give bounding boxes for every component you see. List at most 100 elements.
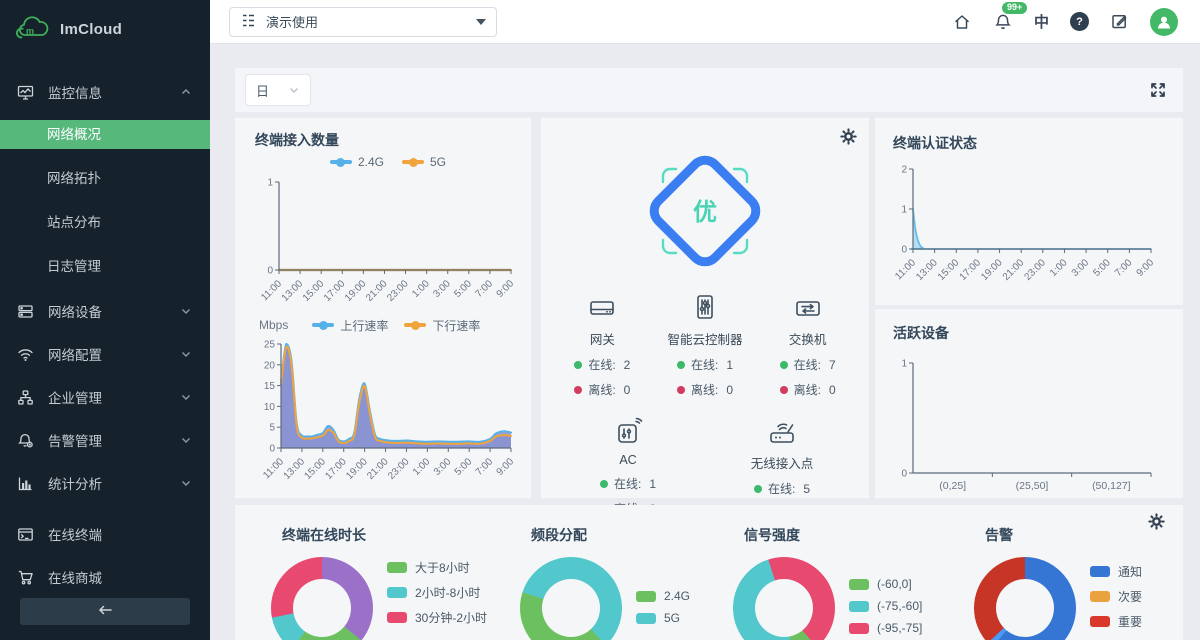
device-status-row-1: 网关 在线: 2 离线: 0 智能云控制器 在线: 1 离线: 0 (551, 288, 859, 398)
chevron-down-icon (180, 391, 192, 403)
sidebar-item-log-management[interactable]: 日志管理 (0, 252, 210, 281)
svg-text:17:00: 17:00 (323, 456, 349, 482)
collapse-arrow-icon (97, 604, 113, 619)
monitor-icon (16, 83, 34, 101)
chevron-down-icon (180, 348, 192, 360)
sidebar-item-network-topology[interactable]: 网络拓扑 (0, 164, 210, 193)
sidebar-item-online-terminals[interactable]: 在线终端 (0, 521, 210, 547)
svg-text:1:00: 1:00 (410, 278, 432, 300)
svg-text:1: 1 (267, 178, 273, 189)
svg-text:(50,127]: (50,127] (1092, 480, 1131, 492)
active-devices-panel: 活跃设备 (0,25] (25,50] (50,127] 0 1 (875, 309, 1183, 498)
offline-dot (779, 385, 788, 394)
sidebar-item-site-distribution[interactable]: 站点分布 (0, 208, 210, 237)
sidebar-item-label: 网络配置 (48, 348, 102, 363)
legend-item: 2.4G (329, 155, 384, 169)
legend-item: (-75,-60] (849, 599, 922, 613)
donut-title: 信号强度 (744, 527, 800, 543)
series-marker (312, 320, 335, 330)
legend-item: (-60,0] (849, 577, 922, 591)
svg-text:19:00: 19:00 (343, 278, 369, 304)
donut-title: 终端在线时长 (282, 527, 366, 543)
sidebar-item-enterprise-management[interactable]: 企业管理 (0, 384, 210, 410)
legend-item: 30分钟-2小时 (387, 609, 487, 626)
terminal-access-panel: 终端接入数量 2.4G 5G 11:00 13:00 15:00 17:00 19:00… (235, 118, 531, 498)
alarm-bell-icon (16, 431, 34, 449)
sidebar-item-statistics[interactable]: 统计分析 (0, 470, 210, 496)
svg-text:17:00: 17:00 (322, 278, 348, 304)
svg-text:21:00: 21:00 (364, 278, 390, 304)
sidebar-item-online-store[interactable]: 在线商城 (0, 564, 210, 590)
sidebar-subitem-label: 网络拓扑 (47, 171, 101, 186)
auth-status-panel: 终端认证状态 11:00 13:00 15:00 17:00 19:00 21:00 23:… (875, 118, 1183, 305)
sidebar-item-monitor-info[interactable]: 监控信息 (0, 79, 210, 105)
health-grade-text: 优 (693, 198, 717, 226)
chevron-down-icon (180, 434, 192, 446)
settings-gear-icon[interactable] (840, 128, 857, 145)
statistics-donuts-panel: 终端在线时长 大于8小时 2小时-8小时 30分钟-2小时 频段分配 2.4G … (235, 505, 1183, 640)
org-selector-dropdown[interactable]: 演示使用 (229, 6, 497, 37)
sidebar-item-alarm-management[interactable]: 告警管理 (0, 427, 210, 453)
svg-text:13:00: 13:00 (914, 257, 940, 283)
legend-item: (-95,-75] (849, 621, 922, 635)
svg-text:3:00: 3:00 (432, 456, 454, 478)
bar-chart-icon (16, 474, 34, 492)
sidebar-item-label: 在线终端 (48, 528, 102, 543)
sidebar-item-network-config[interactable]: 网络配置 (0, 341, 210, 367)
cart-icon (16, 568, 34, 586)
device-offline-stat: 离线:0 (756, 381, 859, 398)
legend-item: 5G (402, 155, 446, 169)
language-switch-icon[interactable]: 中 (1033, 14, 1049, 31)
svg-text:23:00: 23:00 (386, 456, 412, 482)
svg-text:11:00: 11:00 (261, 456, 286, 481)
svg-text:1: 1 (901, 205, 907, 216)
sidebar-subitem-label: 日志管理 (47, 259, 101, 274)
svg-text:11:00: 11:00 (893, 257, 918, 282)
notifications-bell-icon[interactable]: 99+ (993, 1, 1028, 32)
donut-legend: (-60,0] (-75,-60] (-95,-75] (849, 577, 922, 640)
online-dot (676, 360, 685, 369)
terminal-icon (16, 525, 34, 543)
user-avatar[interactable] (1150, 7, 1178, 36)
feedback-edit-icon[interactable] (1110, 12, 1129, 31)
svg-text:15:00: 15:00 (301, 278, 327, 304)
wifi-icon (16, 345, 34, 363)
online-dot (574, 360, 583, 369)
svg-text:9:00: 9:00 (1135, 257, 1157, 279)
svg-text:13:00: 13:00 (280, 278, 306, 304)
help-icon[interactable]: ? (1070, 12, 1089, 31)
sidebar-subitem-label: 站点分布 (47, 215, 101, 230)
panel-title: 终端接入数量 (255, 132, 339, 148)
band-allocation-group: 频段分配 2.4G 5G (472, 525, 709, 640)
svg-text:m: m (26, 26, 34, 36)
alarms-donut-chart (974, 557, 1076, 640)
svg-text:9:00: 9:00 (495, 278, 517, 300)
svg-text:0: 0 (901, 245, 907, 256)
sidebar-collapse-button[interactable] (20, 598, 190, 625)
device-online-stat: 在线: 1 (654, 356, 757, 373)
caret-down-icon (476, 18, 486, 25)
active-devices-bar-chart: (0,25] (25,50] (50,127] 0 1 (901, 359, 1152, 492)
chevron-down-icon (180, 477, 192, 489)
legend-item: 2小时-8小时 (387, 584, 487, 601)
svg-text:19:00: 19:00 (344, 456, 370, 482)
svg-text:0: 0 (901, 469, 907, 480)
period-select[interactable]: 日 (245, 74, 311, 106)
donut-legend: 通知 次要 重要 (1090, 563, 1142, 640)
band-allocation-donut-chart (520, 557, 622, 640)
cloud-logo-icon: m (13, 13, 51, 46)
sidebar-item-network-overview[interactable]: 网络概况 (0, 120, 210, 149)
svg-text:25: 25 (264, 340, 276, 351)
sidebar-item-label: 网络设备 (48, 305, 102, 320)
svg-text:3:00: 3:00 (431, 278, 453, 300)
home-icon[interactable] (952, 12, 972, 32)
settings-gear-icon[interactable] (1148, 513, 1165, 530)
panel-title: 活跃设备 (893, 325, 949, 341)
fullscreen-icon[interactable] (1149, 81, 1167, 99)
online-dot (779, 360, 788, 369)
svg-text:5: 5 (269, 423, 275, 434)
sidebar-item-network-devices[interactable]: 网络设备 (0, 298, 210, 324)
